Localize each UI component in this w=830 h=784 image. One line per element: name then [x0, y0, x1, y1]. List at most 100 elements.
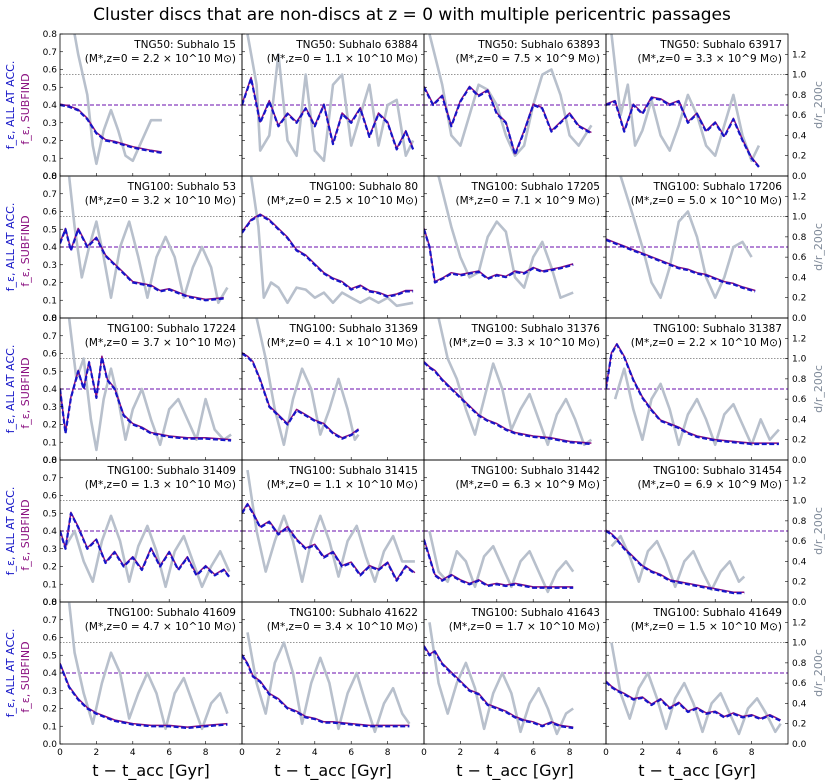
panel-plot-area: [606, 342, 788, 447]
f-eps-all-at-acc-line: [424, 361, 592, 446]
distance-series-line: [255, 318, 360, 447]
panel-stellar-mass-label: (M*,z=0 = 1.1 × 10^10 M⊙): [267, 479, 418, 491]
panel: TNG50: Subhalo 63884 (M*,z=0 = 1.1 × 10^1…: [241, 33, 425, 177]
panel-subhalo-label: TNG100: Subhalo 41649: [653, 607, 782, 619]
panel: TNG50: Subhalo 15 (M*,z=0 = 2.2 × 10^10 M…: [43, 30, 243, 182]
y-right-tick-label: 0.8: [792, 91, 807, 101]
panel: TNG100: Subhalo 41609 (M*,z=0 = 4.7 × 10^…: [43, 598, 243, 758]
distance-series-line: [67, 602, 229, 731]
distance-series-line: [246, 632, 411, 734]
y-right-tick-label: 0.8: [792, 517, 807, 527]
y-left-label-all-at-acc: f_ε, ALL AT ACC.: [4, 487, 17, 576]
panel-stellar-mass-label: (M*,z=0 = 1.1 × 10^10 M⊙): [267, 53, 418, 65]
y-left-label-subfind: f_ε, SUBFIND: [19, 215, 32, 286]
y-left-tick-label: 0.0: [43, 456, 58, 466]
y-left-tick-label: 0.0: [43, 314, 58, 324]
panel-subhalo-label: TNG100: Subhalo 17205: [471, 181, 600, 193]
y-right-tick-label: 0.2: [792, 294, 806, 304]
y-right-tick-label: 0.2: [792, 720, 806, 730]
y-left-tick-label: 0.4: [43, 669, 58, 679]
panel-subhalo-label: TNG100: Subhalo 31415: [289, 465, 418, 477]
y-right-tick-label: 0.2: [792, 436, 806, 446]
y-right-tick-label: 0.6: [792, 111, 807, 121]
panel-plot-area: [242, 632, 424, 734]
panel: TNG100: Subhalo 41643 (M*,z=0 = 1.7 × 10^…: [421, 601, 607, 758]
x-tick-label: 4: [130, 748, 136, 758]
y-right-tick-label: 0.6: [792, 679, 807, 689]
panel-plot-area: [424, 500, 606, 594]
panel: TNG100: Subhalo 31387 (M*,z=0 = 2.2 × 10^…: [605, 317, 807, 466]
panel-stellar-mass-label: (M*,z=0 = 4.7 × 10^10 M⊙): [85, 621, 236, 633]
panel: TNG50: Subhalo 63893 (M*,z=0 = 7.5 × 10^9…: [423, 33, 607, 177]
panel-subhalo-label: TNG50: Subhalo 15: [133, 39, 236, 51]
panel-subhalo-label: TNG50: Subhalo 63893: [477, 39, 600, 51]
panel-plot-area: [424, 622, 606, 736]
f-eps-subfind-line: [242, 213, 414, 297]
panel-subhalo-label: TNG50: Subhalo 63884: [295, 39, 418, 51]
panel-plot-area: [242, 469, 424, 584]
f-eps-subfind-line: [606, 342, 779, 444]
x-tick-label: 6: [530, 748, 536, 758]
panel-plot-area: [60, 176, 242, 305]
x-tick-label: 8: [385, 748, 391, 758]
panel-plot-area: [60, 34, 242, 166]
panel-subhalo-label: TNG100: Subhalo 41643: [471, 607, 600, 619]
y-right-label-distance: d/r_200c: [812, 365, 825, 413]
y-right-tick-label: 1.2: [792, 192, 806, 202]
f-eps-all-at-acc-line: [60, 663, 228, 730]
y-left-tick-label: 0.5: [43, 367, 57, 377]
panel-stellar-mass-label: (M*,z=0 = 6.3 × 10^9 M⊙): [455, 479, 600, 491]
y-left-tick-label: 0.3: [43, 687, 57, 697]
y-left-tick-label: 0.6: [43, 66, 58, 76]
y-left-tick-label: 0.8: [43, 456, 58, 466]
panel-plot-area: [60, 500, 242, 589]
x-tick-label: 6: [348, 748, 354, 758]
distance-series-line: [246, 469, 415, 584]
f-eps-all-at-acc-line: [606, 681, 782, 722]
y-left-label-subfind: f_ε, SUBFIND: [19, 73, 32, 144]
f-eps-all-at-acc-line: [242, 214, 414, 298]
y-left-tick-label: 0.2: [43, 421, 57, 431]
panel-subhalo-label: TNG100: Subhalo 41609: [107, 607, 236, 619]
x-tick-label: 8: [203, 748, 209, 758]
panel-stellar-mass-label: (M*,z=0 = 3.3 × 10^10 M⊙): [449, 337, 600, 349]
y-left-tick-label: 0.1: [43, 722, 57, 732]
distance-series-line: [64, 514, 231, 589]
f-eps-all-at-acc-line: [424, 539, 574, 589]
x-axis-label: t − t_acc [Gyr]: [92, 761, 210, 781]
panel-plot-area: [60, 318, 242, 452]
y-right-tick-label: 0.8: [792, 659, 807, 669]
distance-series-line: [610, 534, 746, 592]
y-left-tick-label: 0.3: [43, 261, 57, 271]
y-right-tick-label: 0.6: [792, 537, 807, 547]
panel-subhalo-label: TNG100: Subhalo 53: [127, 181, 236, 193]
x-tick-label: 8: [749, 748, 755, 758]
y-left-label-all-at-acc: f_ε, ALL AT ACC.: [4, 203, 17, 292]
distance-series-line: [428, 530, 575, 594]
x-tick-label: 4: [312, 748, 318, 758]
panel-plot-area: [60, 602, 242, 731]
y-right-label-distance: d/r_200c: [812, 223, 825, 271]
y-left-tick-label: 0.7: [43, 332, 57, 342]
y-left-tick-label: 0.8: [43, 30, 58, 40]
panel-plot-area: [424, 318, 606, 447]
y-left-tick-label: 0.1: [43, 438, 57, 448]
panel-subhalo-label: TNG100: Subhalo 31454: [653, 465, 783, 477]
y-right-label-distance: d/r_200c: [812, 81, 825, 129]
f-eps-all-at-acc-line: [242, 654, 410, 728]
y-left-tick-label: 0.8: [43, 172, 58, 182]
panel-stellar-mass-label: (M*,z=0 = 7.1 × 10^9 M⊙): [455, 195, 600, 207]
y-left-tick-label: 0.6: [43, 350, 58, 360]
panel-subhalo-label: TNG100: Subhalo 31369: [289, 323, 418, 335]
x-tick-label: 0: [239, 748, 245, 758]
distance-series-line: [610, 642, 782, 736]
f-eps-all-at-acc-line: [60, 228, 224, 302]
y-left-tick-label: 0.5: [43, 509, 57, 519]
y-right-tick-label: 0.8: [792, 375, 807, 385]
distance-series-line: [619, 176, 753, 300]
distance-series-line: [437, 176, 574, 300]
f-eps-all-at-acc-line: [242, 503, 416, 582]
y-left-tick-label: 0.5: [43, 83, 57, 93]
panel-stellar-mass-label: (M*,z=0 = 1.3 × 10^10 M⊙): [85, 479, 236, 491]
x-tick-label: 2: [94, 748, 100, 758]
